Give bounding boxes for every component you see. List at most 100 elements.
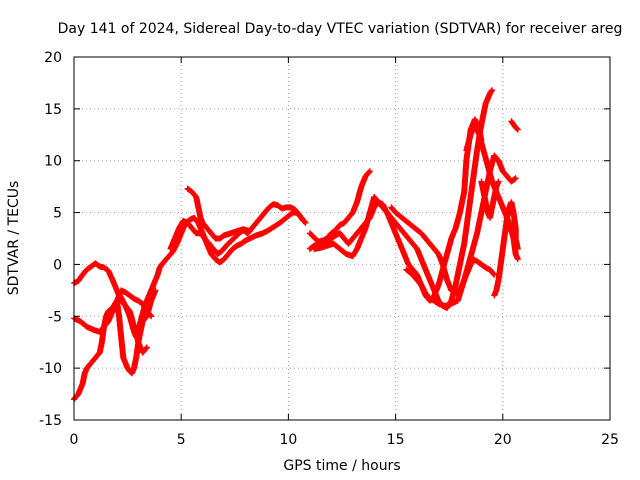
x-tick-label: 10 (279, 432, 297, 448)
data-point (144, 305, 146, 307)
data-point (463, 191, 465, 193)
data-point (101, 341, 103, 343)
data-point (137, 300, 139, 302)
data-point (236, 230, 238, 232)
y-tick-label: -15 (39, 413, 62, 429)
marker-trace (311, 194, 378, 260)
data-point (107, 320, 109, 322)
marker-trace (491, 199, 521, 299)
data-point (450, 289, 452, 291)
data-point (377, 201, 379, 203)
data-point (382, 203, 384, 205)
data-point (272, 203, 274, 205)
data-point (480, 263, 482, 265)
y-tick-label: -10 (39, 361, 62, 377)
data-point (442, 263, 444, 265)
data-point (485, 201, 487, 203)
data-point (510, 201, 512, 203)
data-point (199, 217, 201, 219)
data-point (390, 206, 392, 208)
data-point (416, 248, 418, 250)
data-point (191, 227, 193, 229)
data-point (489, 269, 491, 271)
series-trace-17 (508, 118, 521, 133)
data-point (483, 149, 485, 151)
data-point (480, 180, 482, 182)
data-point (77, 393, 79, 395)
data-point (152, 284, 154, 286)
data-point (330, 238, 332, 239)
data-point (245, 240, 247, 242)
data-point (90, 362, 92, 364)
y-axis-label: SDTVAR / TECUs (6, 181, 22, 296)
y-tick-label: 0 (53, 257, 62, 273)
data-point (412, 274, 414, 276)
data-point (395, 212, 397, 214)
data-point (465, 160, 467, 162)
data-point (191, 191, 193, 193)
data-point (433, 300, 435, 302)
data-point (491, 89, 493, 91)
data-point (515, 253, 517, 255)
data-point (332, 243, 334, 245)
data-point (169, 248, 171, 250)
data-point (172, 251, 174, 253)
data-point (474, 123, 476, 125)
data-point (135, 336, 137, 338)
data-point (255, 234, 257, 236)
data-point (474, 118, 476, 120)
data-point (502, 170, 504, 172)
data-point (227, 253, 229, 255)
data-point (459, 212, 461, 214)
data-point (352, 212, 354, 214)
data-point (493, 274, 495, 276)
x-tick-label: 20 (494, 432, 512, 448)
data-point (356, 201, 358, 203)
data-point (487, 212, 489, 214)
data-point (335, 234, 337, 236)
data-point (189, 219, 191, 221)
marker-trace (113, 209, 309, 340)
data-point (365, 175, 367, 177)
data-point (433, 295, 435, 297)
data-point (416, 274, 418, 276)
data-point (476, 232, 478, 234)
data-point (420, 284, 422, 286)
data-point (360, 186, 362, 188)
axis-ticks: 0 5 10 15 20 25 -15 -10 -5 0 5 10 15 20 (39, 50, 619, 448)
data-point (313, 236, 315, 238)
data-point (240, 243, 242, 245)
data-point (148, 295, 150, 297)
data-point (444, 305, 446, 307)
data-point (467, 269, 469, 271)
data-point (335, 229, 337, 231)
data-point (401, 217, 403, 219)
data-point (345, 253, 347, 255)
data-point (498, 279, 500, 281)
data-point (298, 214, 300, 216)
data-point (281, 207, 283, 209)
data-point (82, 274, 84, 276)
data-point (234, 236, 236, 238)
data-point (489, 92, 491, 94)
data-point (515, 238, 517, 239)
data-point (472, 258, 474, 260)
data-point (193, 217, 195, 219)
data-point (99, 331, 101, 333)
data-point (414, 227, 416, 229)
data-point (493, 155, 495, 157)
data-point (236, 245, 238, 247)
data-point (459, 263, 461, 265)
data-point (356, 248, 358, 250)
data-point (309, 248, 311, 250)
data-point (395, 222, 397, 224)
series-trace-9 (311, 194, 378, 260)
data-point (339, 232, 341, 234)
data-point (485, 103, 487, 105)
data-point (150, 300, 152, 302)
data-point (476, 149, 478, 151)
data-point (195, 196, 197, 198)
data-point (215, 238, 217, 239)
data-point (352, 238, 354, 239)
